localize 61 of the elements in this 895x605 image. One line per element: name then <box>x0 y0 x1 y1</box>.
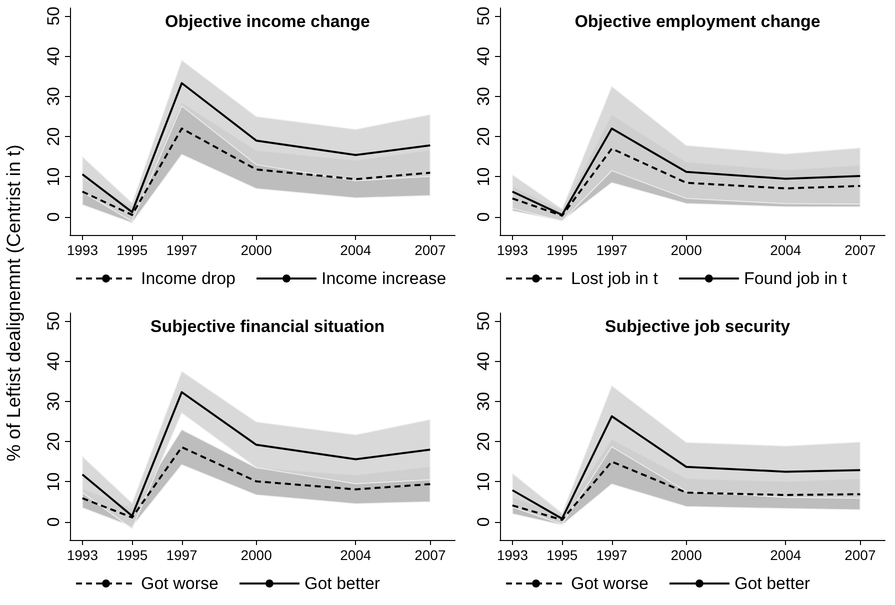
x-tick-label: 1993 <box>66 547 98 563</box>
x-tick-label: 1995 <box>546 242 578 258</box>
legend-label: Got worse <box>141 574 218 593</box>
x-tick-label: 1997 <box>166 242 198 258</box>
legend-label: Got better <box>734 574 810 593</box>
y-tick-label: 50 <box>44 6 63 26</box>
chart-title: Subjective job security <box>604 317 791 336</box>
y-tick-label: 20 <box>44 127 63 146</box>
x-tick-label: 2004 <box>340 242 372 258</box>
y-tick-label: 10 <box>474 167 493 186</box>
x-tick-label: 1993 <box>496 242 528 258</box>
legend-label: Found job in t <box>744 269 848 288</box>
y-tick-label: 0 <box>44 212 63 222</box>
y-tick-label: 30 <box>44 86 63 106</box>
y-tick-label: 20 <box>474 432 493 452</box>
y-tick-label: 30 <box>44 392 63 411</box>
x-tick-label: 1995 <box>546 547 578 563</box>
legend-label: Lost job in t <box>571 269 658 288</box>
chart-title: Objective employment change <box>574 12 820 31</box>
legend-label: Income increase <box>321 269 446 288</box>
x-tick-label: 1993 <box>496 547 528 563</box>
y-tick-label: 40 <box>44 46 63 66</box>
legend-label: Income drop <box>141 269 236 288</box>
y-tick-label: 20 <box>474 127 493 146</box>
x-tick-label: 2007 <box>844 547 876 563</box>
y-tick-label: 20 <box>44 432 63 452</box>
x-tick-label: 2000 <box>240 547 272 563</box>
x-tick-label: 2007 <box>414 242 446 258</box>
y-tick-label: 10 <box>474 472 493 492</box>
chart-title: Objective income change <box>164 12 370 31</box>
x-tick-label: 2004 <box>770 242 802 258</box>
legend-label: Got worse <box>571 574 648 593</box>
x-tick-label: 1997 <box>166 547 198 563</box>
x-tick-label: 2000 <box>670 242 702 258</box>
y-axis-title: % of Leftist dealignemnt (Centrist in t) <box>4 144 26 461</box>
y-tick-label: 50 <box>474 312 493 330</box>
y-tick-label: 30 <box>474 392 493 411</box>
y-tick-label: 0 <box>44 517 63 527</box>
y-tick-label: 30 <box>474 86 493 106</box>
y-tick-label: 0 <box>474 517 493 527</box>
x-tick-label: 2004 <box>770 547 802 563</box>
x-tick-label: 1993 <box>66 242 98 258</box>
y-tick-label: 40 <box>44 352 63 371</box>
x-tick-label: 1997 <box>596 547 628 563</box>
y-tick-label: 0 <box>474 212 493 222</box>
y-tick-label: 40 <box>474 46 493 66</box>
x-tick-label: 2000 <box>670 547 702 563</box>
y-tick-label: 50 <box>474 6 493 26</box>
x-tick-label: 2007 <box>844 242 876 258</box>
y-tick-label: 10 <box>44 167 63 186</box>
x-tick-label: 2000 <box>240 242 272 258</box>
chart-title: Subjective financial situation <box>150 317 385 336</box>
x-tick-label: 1997 <box>596 242 628 258</box>
x-tick-label: 2007 <box>414 547 446 563</box>
x-tick-label: 1995 <box>116 547 148 563</box>
x-tick-label: 1995 <box>116 242 148 258</box>
legend-label: Got better <box>304 574 380 593</box>
y-tick-label: 50 <box>44 312 63 330</box>
y-tick-label: 40 <box>474 352 493 371</box>
y-tick-label: 10 <box>44 472 63 492</box>
x-tick-label: 2004 <box>340 547 372 563</box>
